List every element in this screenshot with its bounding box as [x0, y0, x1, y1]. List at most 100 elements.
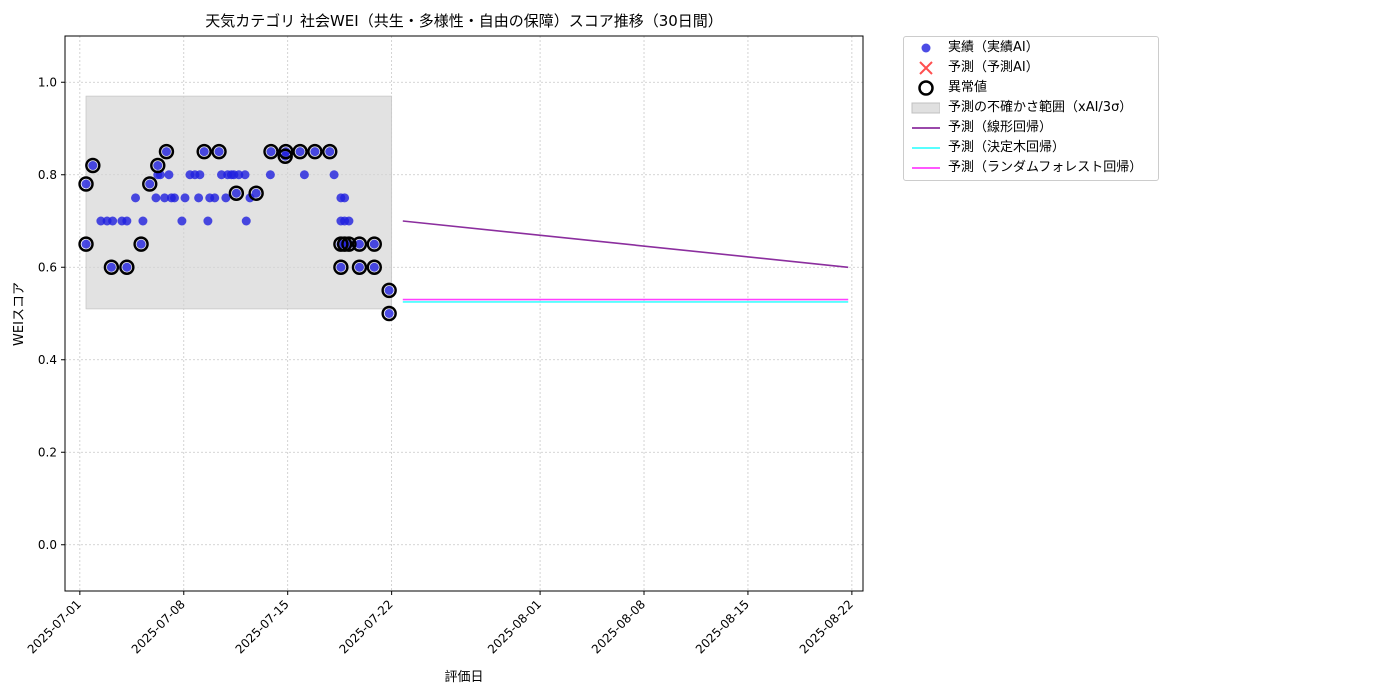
plot-frame [64, 35, 864, 592]
y-tick-label: 0.2 [38, 445, 57, 459]
anomaly-point [292, 143, 308, 160]
anomaly-layer [78, 143, 397, 322]
actual-point [240, 170, 250, 180]
legend-label-linear: 予測（線形回帰） [948, 120, 1053, 135]
uncertainty-band [85, 95, 393, 310]
legend-item-band: 予測の不確かさ範囲（xAI/3σ） [904, 98, 1160, 118]
anomaly-point [366, 259, 383, 275]
anomaly-point [341, 236, 357, 252]
legend-label-forest: 予測（ランダムフォレスト回帰） [948, 160, 1143, 175]
anomaly-point [150, 157, 166, 174]
y-tick-label: 0.4 [38, 353, 57, 367]
legend-item-predicted: 予測（予測AI） [904, 58, 1160, 78]
x-tick-label: 2025-07-08 [129, 597, 188, 656]
legend-label-anomaly: 異常値 [948, 80, 988, 95]
actual-point [299, 170, 309, 180]
anomaly-point [85, 157, 101, 174]
actual-point [180, 193, 190, 203]
x-tick-label: 2025-08-01 [485, 597, 544, 656]
x-tick-label: 2025-08-22 [797, 597, 856, 656]
actual-point [169, 193, 179, 203]
anomaly-point [248, 185, 264, 201]
anomaly-point [336, 236, 353, 252]
actual-point [160, 193, 170, 203]
actual-point [340, 193, 350, 203]
actual-point [177, 216, 187, 226]
legend-forest-line-icon [912, 167, 940, 169]
x-tick-label: 2025-07-01 [25, 597, 84, 656]
anomaly-point [322, 143, 338, 160]
legend-label-predicted: 予測（予測AI） [948, 60, 1039, 75]
anomaly-point [133, 236, 149, 252]
x-axis: 2025-07-01 2025-07-08 2025-07-15 2025-07-22… [25, 591, 856, 656]
actual-point [266, 147, 276, 157]
actual-point [81, 179, 91, 189]
actual-point [354, 262, 364, 272]
actual-point [325, 147, 335, 157]
actual-point [151, 193, 161, 203]
anomaly-point [158, 143, 175, 160]
actual-point [221, 193, 231, 203]
y-axis-label: WEIスコア [12, 282, 27, 346]
actual-point [122, 216, 132, 226]
actual-point [241, 216, 251, 226]
band-layer [85, 95, 393, 310]
legend-item-linear: 予測（線形回帰） [904, 118, 1160, 138]
actual-point [336, 262, 346, 272]
anomaly-point [142, 176, 158, 192]
anomaly-point [228, 185, 245, 201]
actual-point [88, 161, 98, 170]
anomaly-point [278, 143, 294, 160]
legend-label-band: 予測の不確かさ範囲（xAI/3σ） [948, 100, 1133, 115]
legend-label-actual: 実績（実績AI） [948, 40, 1039, 55]
anomaly-point [103, 259, 120, 275]
actual-point [122, 262, 132, 272]
legend-item-actual: 実績（実績AI） [904, 38, 1160, 58]
anomaly-point [78, 236, 94, 252]
actual-point [161, 147, 171, 157]
x-tick-label: 2025-07-15 [233, 597, 292, 656]
x-tick-label: 2025-08-15 [693, 597, 752, 656]
actual-point [245, 193, 255, 203]
actual-point [81, 239, 91, 249]
legend-linear-line-icon [912, 127, 940, 129]
legend-label-tree: 予測（決定木回帰） [948, 140, 1066, 155]
actual-point [195, 170, 205, 180]
linear-forecast-line [402, 220, 849, 269]
actual-point [199, 147, 209, 157]
anomaly-point [333, 259, 349, 275]
legend-item-anomaly: 異常値 [904, 78, 1160, 98]
actual-point [354, 239, 364, 249]
actual-point [136, 239, 146, 249]
x-axis-label: 評価日 [444, 670, 483, 685]
legend: 実績（実績AI） 予測（予測AI） 異常値 予測の不確かさ範囲（xAI/3σ） … [903, 36, 1159, 181]
actual-point [310, 147, 320, 157]
anomaly-point [381, 305, 397, 322]
actual-point [210, 193, 220, 203]
anomaly-point [119, 259, 135, 275]
actual-point [384, 309, 394, 318]
actual-point [138, 216, 148, 226]
line-layer [402, 220, 849, 303]
y-tick-label: 1.0 [38, 75, 57, 89]
actual-point [344, 216, 354, 226]
anomaly-point [351, 236, 368, 252]
actual-point [214, 147, 224, 157]
actual-point [145, 179, 155, 189]
actual-point [369, 262, 379, 272]
chart-title: 天気カテゴリ 社会WEI（共生・多様性・自由の保障）スコア推移（30日間） [205, 12, 723, 30]
anomaly-point [366, 236, 383, 252]
x-tick-label: 2025-07-22 [337, 597, 396, 656]
actual-point [164, 170, 174, 180]
actual-point [194, 193, 204, 203]
x-tick-label: 2025-08-08 [589, 597, 648, 656]
actual-point [96, 216, 106, 226]
actual-point [265, 170, 275, 180]
anomaly-point [381, 282, 397, 299]
actual-point [131, 193, 141, 203]
legend-actual-marker-icon [921, 43, 931, 53]
y-tick-label: 0.6 [38, 260, 57, 274]
legend-predicted-marker-icon [919, 61, 933, 75]
actual-point [369, 239, 379, 249]
actual-point [203, 216, 213, 226]
